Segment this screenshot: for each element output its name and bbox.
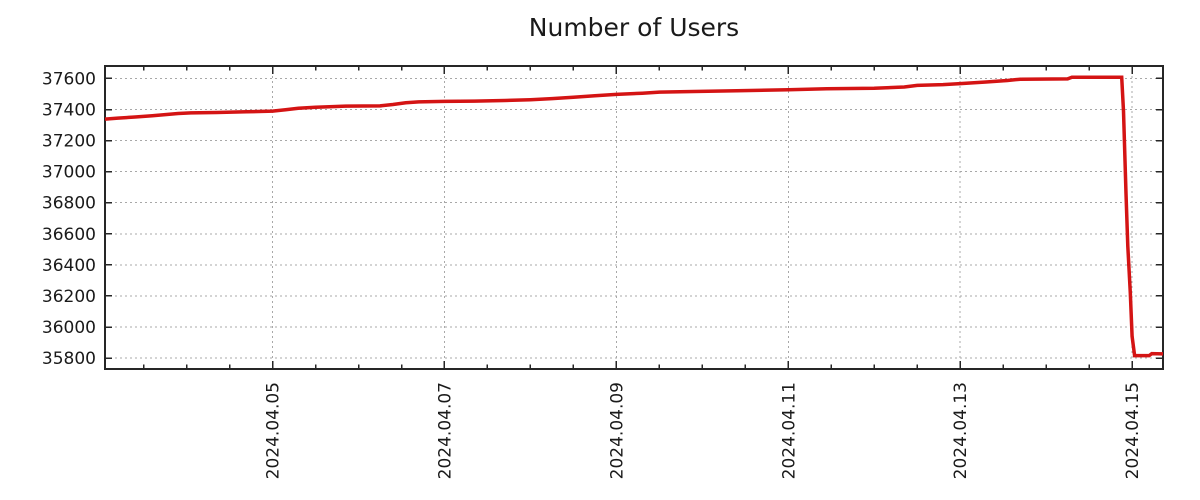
- x-tick-label: 2024.04.13: [951, 382, 971, 479]
- x-tick-label: 2024.04.09: [607, 382, 627, 479]
- y-tick-label: 37600: [42, 69, 96, 89]
- x-tick-label: 2024.04.11: [779, 382, 799, 479]
- y-tick-label: 36200: [42, 287, 96, 307]
- y-tick-label: 36400: [42, 256, 96, 276]
- x-tick-label: 2024.04.15: [1123, 382, 1143, 479]
- y-tick-label: 37000: [42, 163, 96, 183]
- y-tick-label: 37200: [42, 132, 96, 152]
- y-tick-label: 37400: [42, 101, 96, 121]
- y-tick-label: 35800: [42, 349, 96, 369]
- data-line: [104, 75, 1164, 358]
- y-tick-label: 36800: [42, 194, 96, 214]
- y-axis-labels: 35800 36000 36200 36400 36600 36800 37000 37200…: [42, 69, 96, 369]
- chart-title: Number of Users: [528, 13, 740, 42]
- x-axis-labels: 2024.04.05 2024.04.07 2024.04.09 2024.04.11…: [264, 382, 1143, 479]
- x-tick-label: 2024.04.07: [435, 382, 455, 479]
- plot-border: [104, 65, 1164, 370]
- x-tick-label: 2024.04.05: [264, 382, 284, 479]
- y-tick-label: 36000: [42, 318, 96, 338]
- y-tick-label: 36600: [42, 225, 96, 245]
